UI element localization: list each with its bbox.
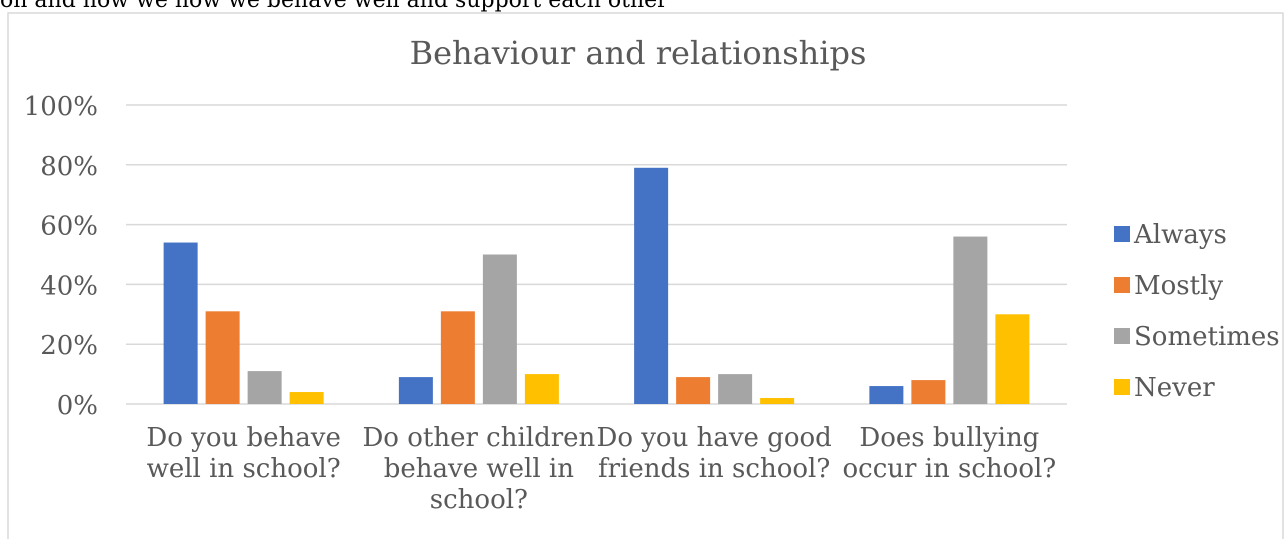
bar-sometimes (482, 254, 517, 404)
bar-always (163, 242, 198, 404)
bar-never (760, 398, 795, 404)
bar-mostly (676, 377, 711, 404)
bar-mostly (440, 311, 475, 404)
legend-swatch (1114, 226, 1130, 242)
bar-never (524, 374, 559, 404)
legend-swatch (1114, 379, 1130, 395)
legend: Always Mostly Sometimes Never (1114, 220, 1280, 403)
legend-label: Always (1133, 220, 1227, 250)
bars (163, 167, 1030, 404)
bar-mostly (205, 311, 240, 404)
bar-mostly (911, 380, 946, 404)
header-text-fragment: on and how we how we behave well and sup… (0, 0, 668, 13)
bar-sometimes (247, 371, 282, 404)
bar-always (398, 377, 433, 404)
bar-sometimes (718, 374, 753, 404)
bar-always (634, 167, 669, 404)
legend-swatch (1114, 277, 1130, 293)
x-category-label: Do you behave well in school? (146, 423, 340, 484)
legend-swatch (1114, 328, 1130, 344)
bar-never (289, 392, 324, 404)
y-tick-label: 20% (40, 331, 98, 361)
bar-always (869, 386, 904, 404)
x-category-label: Do other children behave well in school? (362, 423, 595, 515)
y-axis-tick-labels: 0% 20% 40% 60% 80% 100% (24, 92, 98, 421)
y-tick-label: 40% (40, 271, 98, 301)
y-tick-label: 60% (40, 212, 98, 242)
legend-label: Mostly (1134, 271, 1223, 301)
y-tick-label: 100% (24, 92, 98, 122)
x-category-label: Does bullying occur in school? (842, 423, 1056, 484)
legend-label: Never (1134, 373, 1215, 403)
y-tick-label: 80% (40, 152, 98, 182)
bar-sometimes (953, 236, 988, 404)
chart-title: Behaviour and relationships (410, 34, 867, 72)
legend-label: Sometimes (1134, 322, 1280, 352)
gridlines (126, 104, 1067, 405)
bar-never (995, 314, 1030, 404)
x-axis-category-labels: Do you behave well in school? Do other chi… (146, 423, 1056, 515)
x-category-label: Do you have good friends in school? (596, 423, 831, 484)
y-tick-label: 0% (57, 391, 98, 421)
